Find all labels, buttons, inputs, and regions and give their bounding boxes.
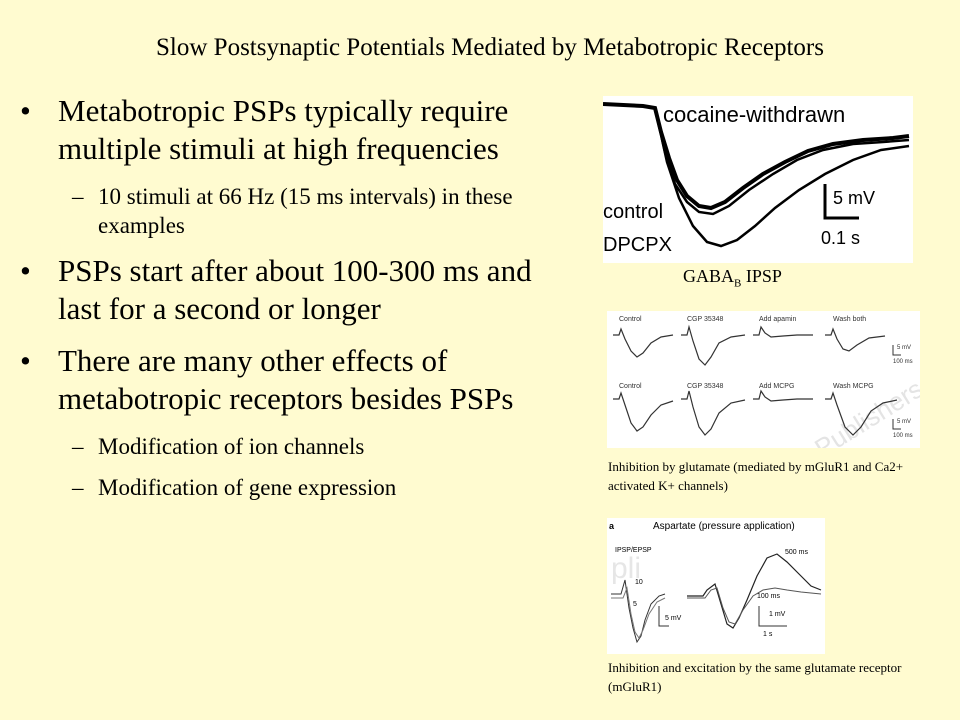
scale-bar-top [892, 345, 901, 356]
sub-bullet-mark: – [72, 475, 84, 500]
panel-label: Wash MCPG [833, 383, 874, 390]
trace-row2-mcpg [753, 389, 813, 402]
bullet-mark: • [20, 253, 31, 288]
scale-1s-label: 1 s [763, 631, 773, 638]
panel-label: Add MCPG [759, 383, 794, 390]
aspartate-title: Aspartate (pressure application) [653, 521, 795, 532]
bullet-text: Metabotropic PSPs typically require mult… [58, 93, 509, 166]
sub-bullet-item: – Modification of ion channels [20, 432, 560, 461]
bullet-list: • Metabotropic PSPs typically require mul… [20, 92, 560, 514]
cocaine-withdrawn-label: cocaine-withdrawn [663, 102, 845, 127]
ipsp-epsp-label: IPSP/EPSP [615, 547, 652, 554]
glutamate-caption: Inhibition by glutamate (mediated by mGl… [608, 459, 904, 493]
scale-bar-1mv [758, 606, 787, 627]
dpcpx-label: DPCPX [603, 234, 672, 256]
scale-bar-5mv [658, 606, 669, 627]
sub-bullet-item: –10 stimuli at 66 Hz (15 ms intervals) i… [20, 182, 560, 240]
scale-ms-bottom: 100 ms [893, 433, 913, 439]
bullet-item: • Metabotropic PSPs typically require mul… [20, 92, 560, 168]
gaba-caption-main: GABA [683, 266, 735, 286]
sub-bullet-text: 10 stimuli at 66 Hz (15 ms intervals) in… [98, 184, 513, 238]
scale-mv-bottom: 5 mV [897, 419, 911, 425]
trace-dpcpx [653, 107, 910, 248]
bullet-mark: • [20, 343, 31, 378]
aspartate-caption: Inhibition and excitation by the same gl… [608, 660, 902, 694]
trace-ipsp-epsp-10 [611, 579, 666, 644]
bullet-item: • There are many other effects of metabot… [20, 342, 560, 418]
label-500ms: 500 ms [785, 549, 808, 556]
bullet-text: There are many other effects of metabotr… [58, 343, 514, 416]
panel-label: Control [619, 383, 642, 390]
scale-bar-bottom [892, 419, 901, 430]
panel-label: Wash both [833, 316, 866, 323]
gaba-ipsp-figure: cocaine-withdrawn control DPCPX 5 mV 0.1… [603, 96, 913, 263]
trace-row1-control [613, 327, 674, 358]
sub-bullet-item: – Modification of gene expression [20, 473, 560, 502]
panel-label: Add apamin [759, 316, 796, 323]
gaba-caption-tail: IPSP [741, 266, 782, 286]
gaba-caption-subscript: B [734, 277, 742, 290]
bullet-text: PSPs start after about 100-300 ms and la… [58, 253, 532, 326]
glutamate-inhibition-figure: Publishers Lt Control CGP 35348 Add apam… [607, 311, 920, 448]
label-100ms: 100 ms [757, 593, 780, 600]
stim-5-label: 5 [633, 601, 637, 608]
sub-bullet-mark: – [72, 184, 84, 209]
stim-10-label: 10 [635, 579, 643, 586]
panel-label: Control [619, 316, 642, 323]
scale-mv-top: 5 mV [897, 345, 911, 351]
scale-5mv-label: 5 mV [833, 188, 875, 208]
scale-bar [823, 184, 859, 220]
slide-title: Slow Postsynaptic Potentials Mediated by… [156, 34, 824, 61]
sub-bullet-mark: – [72, 434, 84, 459]
scale-5mv-label: 5 mV [665, 615, 682, 622]
trace-100ms [687, 587, 822, 625]
bullet-mark: • [20, 93, 31, 128]
trace-ipsp-epsp-5 [611, 586, 666, 639]
gaba-caption: GABAB IPSP [683, 266, 782, 290]
bullet-item: • PSPs start after about 100-300 ms and l… [20, 252, 560, 328]
scale-1mv-label: 1 mV [769, 611, 786, 618]
trace-row1-cgp [681, 324, 746, 366]
aspartate-figure: pli a Aspartate (pressure application) I… [607, 518, 825, 654]
sub-bullet-text: Modification of gene expression [98, 475, 397, 500]
trace-500ms [687, 553, 822, 629]
control-label: control [603, 201, 663, 223]
publisher-watermark: pli [611, 552, 641, 585]
panel-label: CGP 35348 [687, 383, 724, 390]
trace-control [653, 107, 910, 216]
trace-row1-apamin [753, 325, 813, 338]
sub-bullet-text: Modification of ion channels [98, 434, 365, 459]
trace-row2-cgp [681, 390, 746, 436]
panel-letter: a [609, 521, 615, 531]
trace-row1-wash [825, 327, 886, 352]
trace-row2-control [613, 391, 674, 432]
trace-row2-wash-mcpg [825, 391, 898, 436]
panel-label: CGP 35348 [687, 316, 724, 323]
scale-01s-label: 0.1 s [821, 228, 860, 248]
scale-ms-top: 100 ms [893, 359, 913, 365]
